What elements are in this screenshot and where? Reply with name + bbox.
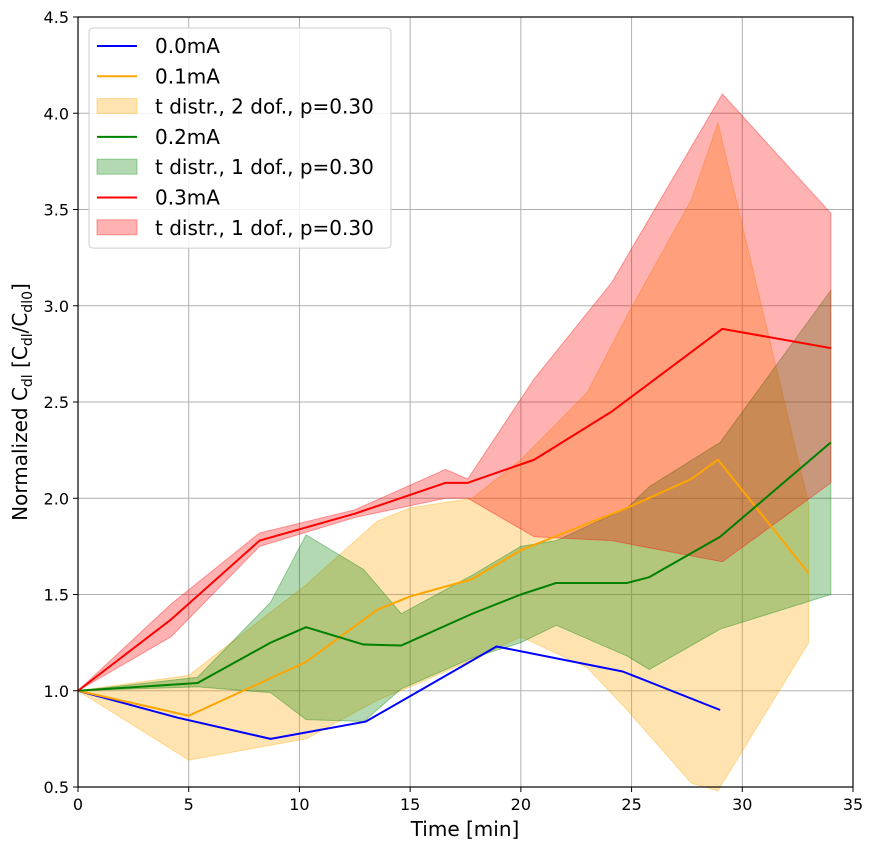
legend-label: 0.1mA	[155, 64, 220, 88]
series-line-0.1mA	[77, 458, 810, 717]
legend-patch-swatch	[96, 158, 138, 175]
legend-label: t distr., 1 dof., p=0.30	[155, 155, 374, 179]
x-tick-label: 20	[511, 795, 531, 814]
series-lines	[77, 327, 832, 740]
y-tick-label: 2.5	[44, 393, 69, 412]
x-tick-label: 15	[400, 795, 420, 814]
x-tick-label: 30	[732, 795, 752, 814]
y-tick-label: 1.0	[44, 682, 69, 701]
x-axis-ticks: 0 5 10 15 20 25 30 35	[73, 787, 863, 814]
y-axis-title: Normalized Cdl [Cdl/Cdl0]	[8, 283, 36, 521]
y-tick-label: 3.0	[44, 297, 69, 316]
y-tick-label: 4.0	[44, 104, 69, 123]
legend-patch-swatch	[96, 219, 138, 236]
legend-patch-swatch	[96, 98, 138, 115]
x-tick-label: 35	[843, 795, 863, 814]
legend-label: 0.3mA	[155, 186, 220, 210]
x-tick-label: 25	[621, 795, 641, 814]
y-tick-label: 1.5	[44, 586, 69, 605]
series-line-0.0mA	[77, 645, 721, 740]
x-tick-label: 10	[289, 795, 309, 814]
x-tick-label: 0	[73, 795, 83, 814]
legend-label: t distr., 1 dof., p=0.30	[155, 216, 374, 240]
x-tick-label: 5	[184, 795, 194, 814]
y-axis-ticks: 0.5 1.0 1.5 2.0 2.5 3.0 3.5 4.0 4.5	[44, 8, 78, 797]
legend-label: t distr., 2 dof., p=0.30	[155, 95, 374, 119]
y-tick-label: 3.5	[44, 201, 69, 220]
legend-box	[88, 27, 392, 249]
y-tick-label: 4.5	[44, 8, 69, 27]
series-line-0.2mA	[77, 441, 832, 692]
x-axis-title: Time [min]	[410, 817, 520, 841]
legend-label: 0.0mA	[155, 34, 220, 58]
y-tick-label: 0.5	[44, 778, 69, 797]
y-tick-label: 2.0	[44, 489, 69, 508]
legend-label: 0.2mA	[155, 125, 220, 149]
legend: 0.0mA 0.1mA t distr., 2 dof., p=0.30 0.2mA t…	[88, 27, 392, 249]
series-line-0.3mA	[77, 327, 832, 692]
